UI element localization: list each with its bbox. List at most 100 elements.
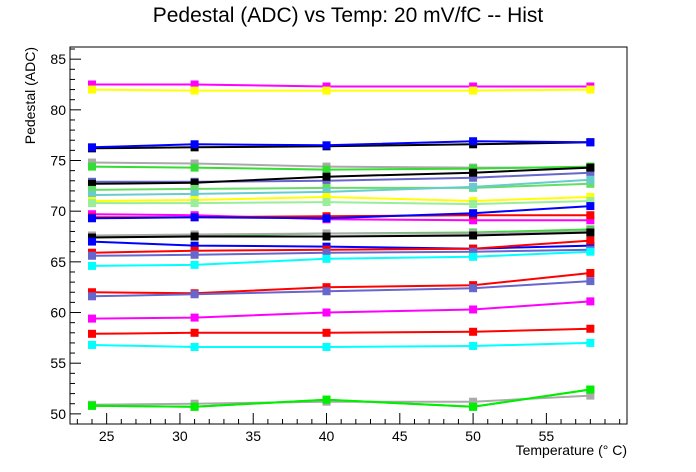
data-point [586, 179, 595, 188]
data-point [87, 179, 96, 188]
series-27 [87, 338, 595, 351]
data-point [322, 192, 331, 201]
x-axis-label: Temperature (° C) [516, 442, 627, 458]
data-point [586, 216, 595, 225]
data-point [322, 82, 331, 91]
data-point [87, 340, 96, 349]
series-line [91, 88, 591, 92]
data-point [87, 288, 96, 297]
data-point [586, 236, 595, 245]
data-point [469, 284, 478, 293]
series-15 [87, 202, 595, 223]
data-point [322, 172, 331, 181]
data-point [87, 158, 96, 167]
data-point [586, 385, 595, 394]
data-point [469, 216, 478, 225]
x-tick-label: 45 [392, 428, 408, 444]
data-point [190, 184, 199, 193]
y-tick-label: 70 [50, 203, 66, 219]
y-axis-label: Pedestal (ADC) [22, 47, 38, 144]
data-point [190, 328, 199, 337]
y-tick-label: 65 [50, 254, 66, 270]
data-point [586, 192, 595, 201]
data-point [87, 261, 96, 270]
x-tick-label: 35 [245, 428, 261, 444]
data-point [322, 214, 331, 223]
data-point [190, 178, 199, 187]
data-point [586, 228, 595, 237]
data-point [190, 189, 199, 198]
data-point [469, 305, 478, 314]
data-point [586, 163, 595, 172]
data-point [322, 176, 331, 185]
data-point [586, 168, 595, 177]
data-point [469, 327, 478, 336]
data-point [190, 260, 199, 269]
chart-title: Pedestal (ADC) vs Temp: 20 mV/fC -- Hist [153, 4, 544, 27]
data-point [190, 163, 199, 172]
data-point [87, 233, 96, 242]
data-point [87, 85, 96, 94]
data-point [469, 168, 478, 177]
data-point [586, 85, 595, 94]
data-point [469, 200, 478, 209]
data-point [322, 187, 331, 196]
data-point [586, 324, 595, 333]
x-tick-label: 40 [319, 428, 335, 444]
data-point [87, 214, 96, 223]
data-point [469, 247, 478, 256]
data-point [87, 143, 96, 152]
x-tick-label: 50 [465, 428, 481, 444]
data-point [87, 190, 96, 199]
data-point [322, 254, 331, 263]
y-tick-label: 80 [50, 102, 66, 118]
data-point [322, 86, 331, 95]
series-10 [87, 175, 595, 199]
data-point [190, 159, 199, 168]
data-point [190, 199, 199, 208]
series-18 [87, 228, 595, 242]
data-point [586, 241, 595, 250]
data-point [87, 314, 96, 323]
series-30 [87, 385, 595, 411]
data-point [322, 395, 331, 404]
data-point [469, 137, 478, 146]
data-point [469, 252, 478, 261]
series-8 [87, 163, 595, 188]
x-tick-label: 55 [539, 428, 555, 444]
data-point [586, 268, 595, 277]
data-point [322, 198, 331, 207]
data-point [586, 277, 595, 286]
data-point [87, 329, 96, 338]
data-point [469, 82, 478, 91]
data-point [322, 342, 331, 351]
data-point [87, 80, 96, 89]
data-point [190, 232, 199, 241]
data-point [322, 183, 331, 192]
y-tick-label: 60 [50, 305, 66, 321]
series-2 [87, 85, 595, 95]
series-26 [87, 324, 595, 338]
data-point [586, 175, 595, 184]
series-4 [87, 137, 595, 152]
data-point [586, 297, 595, 306]
data-point [87, 199, 96, 208]
data-point [87, 401, 96, 410]
data-point [469, 231, 478, 240]
data-point [469, 397, 478, 406]
data-point [322, 328, 331, 337]
x-tick-label: 25 [99, 428, 115, 444]
data-point [322, 283, 331, 292]
data-point [469, 164, 478, 173]
data-point [322, 165, 331, 174]
y-tick-label: 50 [50, 406, 66, 422]
data-point [322, 308, 331, 317]
data-point [469, 86, 478, 95]
data-point [322, 248, 331, 257]
data-point [322, 232, 331, 241]
series-layer [87, 80, 595, 411]
data-point [586, 391, 595, 400]
data-point [586, 197, 595, 206]
data-point [190, 290, 199, 299]
